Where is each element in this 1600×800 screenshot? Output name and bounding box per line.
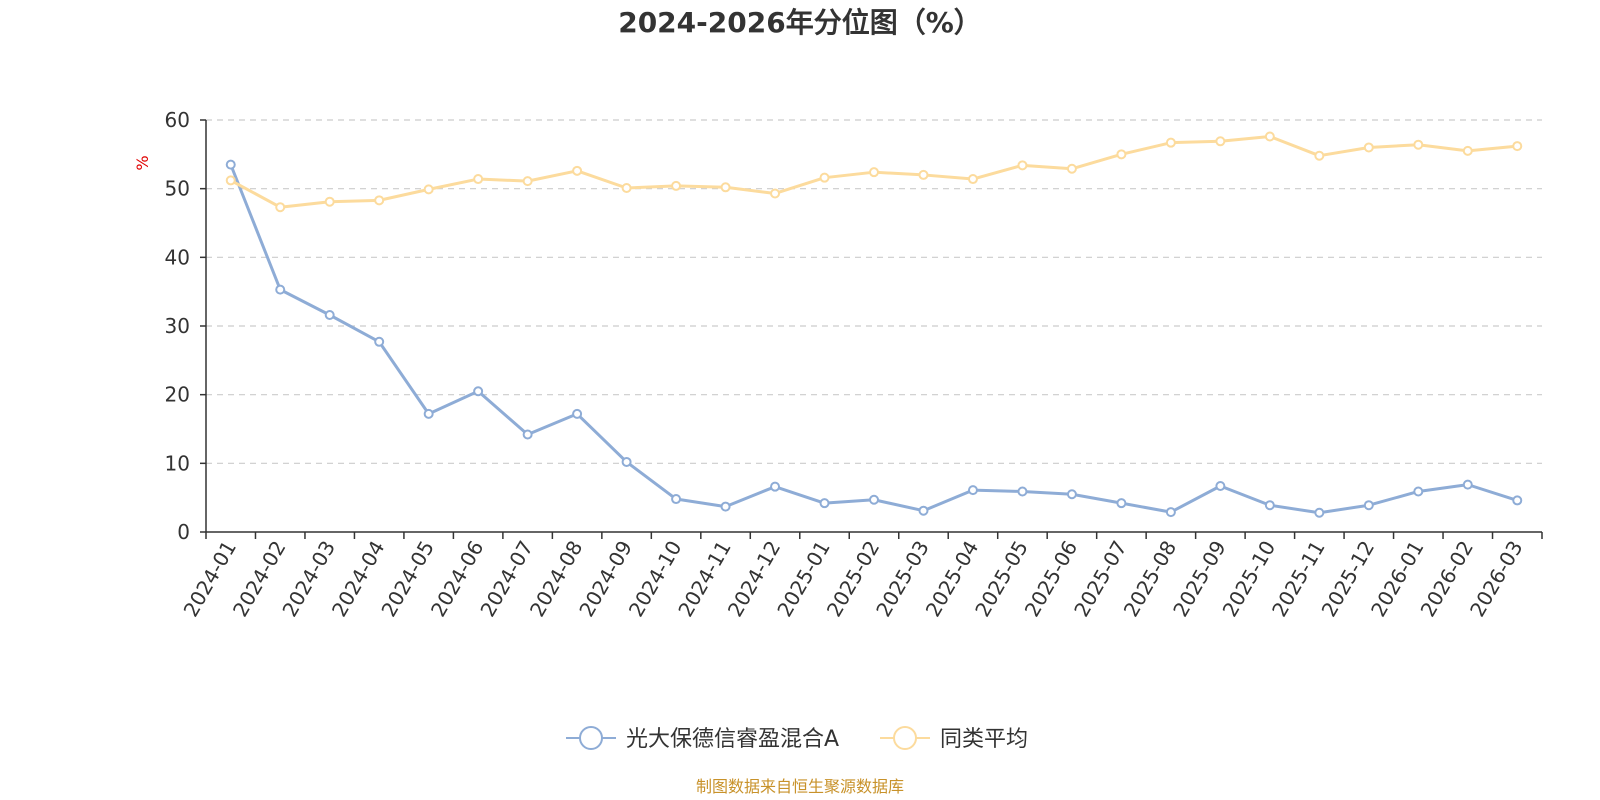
data-point[interactable] — [1116, 498, 1127, 509]
data-point[interactable] — [967, 174, 978, 185]
data-point[interactable] — [1512, 495, 1523, 506]
data-point[interactable] — [1413, 486, 1424, 497]
series-line — [229, 164, 1518, 515]
data-point[interactable] — [275, 284, 286, 295]
data-point[interactable] — [473, 386, 484, 397]
data-point[interactable] — [225, 159, 236, 170]
data-point[interactable] — [423, 408, 434, 419]
y-tick-label: 50 — [165, 177, 190, 201]
data-point[interactable] — [1363, 500, 1374, 511]
chart-title: 2024-2026年分位图（%） — [618, 6, 982, 39]
data-point[interactable] — [918, 169, 929, 180]
data-point[interactable] — [1165, 507, 1176, 518]
y-tick-label: 30 — [165, 314, 190, 338]
series-2 — [225, 131, 1523, 213]
source-note: 制图数据来自恒生聚源数据库 — [696, 777, 904, 796]
data-point[interactable] — [1413, 139, 1424, 150]
legend-label: 光大保德信睿盈混合A — [626, 727, 839, 752]
data-point[interactable] — [1462, 145, 1473, 156]
data-point[interactable] — [1314, 150, 1325, 161]
data-point[interactable] — [770, 481, 781, 492]
data-point[interactable] — [1264, 131, 1275, 142]
y-tick-label: 60 — [165, 108, 190, 132]
data-point[interactable] — [869, 494, 879, 505]
data-point[interactable] — [324, 310, 335, 321]
data-point[interactable] — [1017, 160, 1028, 171]
data-point[interactable] — [1462, 479, 1473, 490]
legend-item-1[interactable]: 光大保德信睿盈混合A — [566, 726, 839, 752]
data-point[interactable] — [1017, 486, 1028, 497]
series-group — [225, 131, 1523, 518]
data-point[interactable] — [1215, 480, 1226, 491]
data-point[interactable] — [374, 336, 385, 347]
y-axis-unit-label: % — [133, 155, 152, 170]
data-point[interactable] — [1314, 507, 1325, 518]
data-point[interactable] — [1512, 141, 1523, 152]
series-1 — [225, 159, 1523, 518]
legend-label: 同类平均 — [940, 727, 1028, 752]
legend-marker — [579, 726, 603, 750]
data-point[interactable] — [1264, 500, 1275, 511]
y-tick-label: 40 — [165, 245, 190, 269]
grid-lines — [206, 119, 1542, 464]
data-point[interactable] — [1165, 137, 1176, 148]
data-point[interactable] — [423, 184, 434, 195]
data-point[interactable] — [869, 167, 879, 178]
data-point[interactable] — [819, 498, 830, 509]
legend-marker — [893, 726, 917, 750]
data-point[interactable] — [671, 494, 682, 505]
legend[interactable]: 光大保德信睿盈混合A 同类平均 — [566, 726, 1028, 752]
data-point[interactable] — [473, 174, 484, 185]
data-point[interactable] — [1066, 163, 1077, 174]
data-point[interactable] — [967, 485, 978, 496]
data-point[interactable] — [324, 196, 335, 207]
data-point[interactable] — [275, 202, 286, 213]
data-point[interactable] — [572, 165, 583, 176]
y-tick-label: 10 — [165, 451, 190, 475]
data-point[interactable] — [1215, 136, 1226, 147]
axes: 01020304050602024-012024-022024-032024-0… — [165, 108, 1543, 621]
data-point[interactable] — [819, 172, 830, 183]
y-tick-label: 20 — [165, 383, 190, 407]
data-point[interactable] — [522, 176, 533, 187]
data-point[interactable] — [671, 180, 682, 191]
data-point[interactable] — [522, 429, 533, 440]
data-point[interactable] — [720, 182, 731, 193]
data-point[interactable] — [770, 188, 781, 199]
legend-item-2[interactable]: 同类平均 — [880, 726, 1028, 752]
data-point[interactable] — [225, 175, 236, 186]
data-point[interactable] — [621, 182, 632, 193]
data-point[interactable] — [572, 408, 583, 419]
data-point[interactable] — [1116, 149, 1127, 160]
data-point[interactable] — [1066, 489, 1077, 500]
data-point[interactable] — [621, 456, 632, 467]
data-point[interactable] — [918, 505, 929, 516]
data-point[interactable] — [720, 501, 731, 512]
data-point[interactable] — [374, 195, 385, 206]
data-point[interactable] — [1363, 142, 1374, 153]
y-tick-label: 0 — [177, 520, 190, 544]
